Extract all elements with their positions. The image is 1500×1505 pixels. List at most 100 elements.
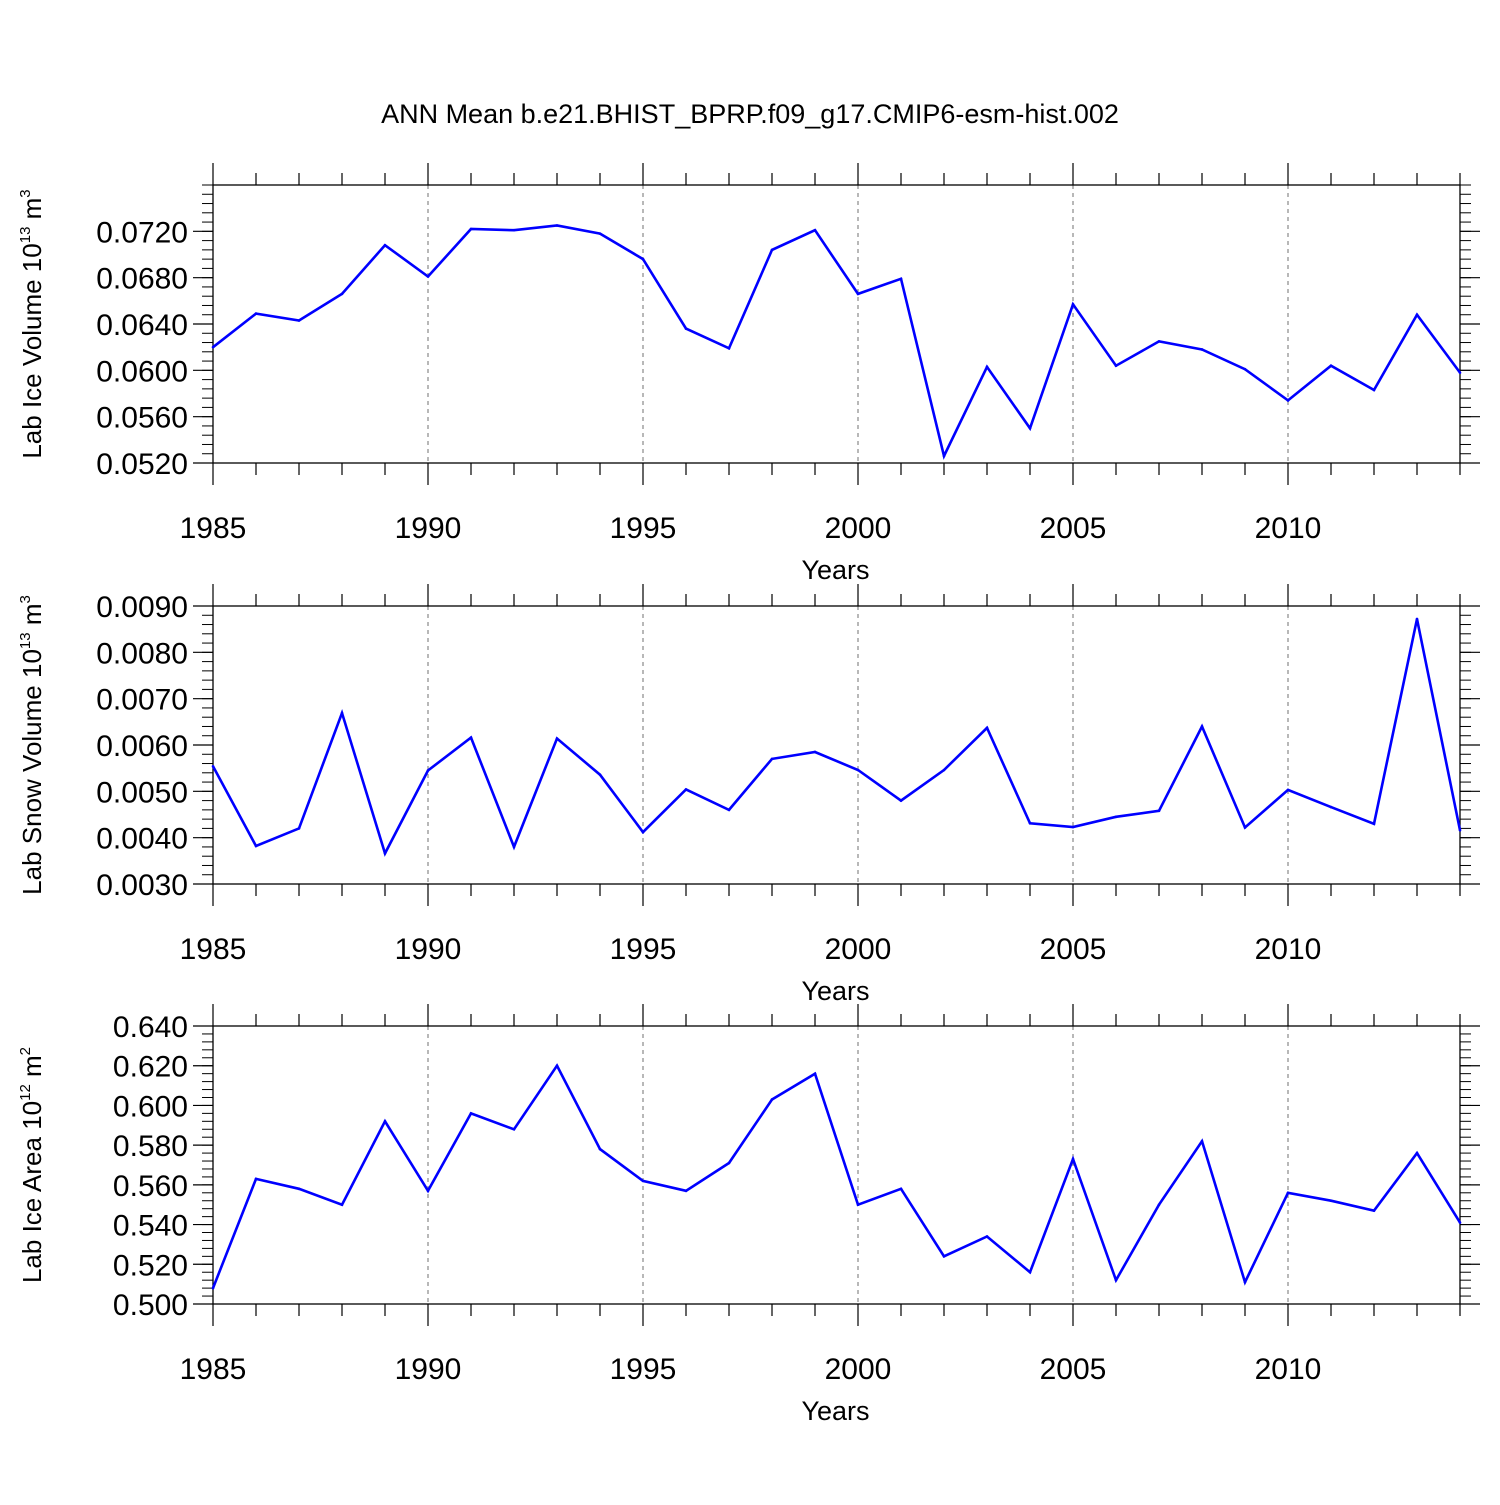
data-point (555, 737, 559, 740)
series-line (211, 1063, 1462, 1289)
data-point (1200, 1139, 1204, 1143)
data-point (856, 1203, 860, 1207)
data-point (813, 228, 817, 232)
data-point (1200, 725, 1204, 728)
data-point (1329, 1199, 1333, 1203)
data-point (383, 852, 387, 855)
data-point (297, 319, 301, 322)
data-point (426, 275, 430, 278)
data-point (383, 243, 387, 247)
data-point (598, 232, 602, 235)
y-tick-label: 0.640 (113, 1011, 188, 1044)
data-point (1071, 303, 1075, 306)
plot-frame (212, 1025, 1461, 1305)
data-point (1372, 1209, 1376, 1212)
data-point (512, 845, 516, 849)
x-tick-label: 1990 (395, 1353, 462, 1386)
x-tick-label: 2000 (825, 933, 892, 966)
data-point (684, 327, 688, 330)
data-point (1372, 822, 1376, 826)
y-tick-label: 0.0090 (96, 591, 188, 624)
data-point (1114, 815, 1118, 819)
data-point (1415, 617, 1419, 621)
data-point (211, 1286, 215, 1290)
data-point (1458, 1221, 1462, 1224)
data-point (684, 788, 688, 791)
data-point (856, 768, 860, 772)
data-point (598, 773, 602, 776)
data-point (1329, 364, 1333, 368)
data-point (727, 808, 731, 812)
data-point (641, 830, 645, 834)
y-axis-label: Lab Ice Volume 1013 m3 (17, 189, 47, 458)
data-point (598, 1147, 602, 1151)
y-tick-label: 0.0060 (96, 730, 188, 763)
data-point (813, 750, 817, 754)
y-tick-label: 0.600 (113, 1090, 188, 1123)
data-point (813, 1072, 817, 1075)
data-point (1071, 1157, 1075, 1161)
data-point (770, 757, 774, 761)
x-tick-label: 2005 (1040, 512, 1107, 545)
x-tick-label: 1985 (180, 933, 247, 966)
x-tick-label: 2000 (825, 1353, 892, 1386)
data-point (1028, 426, 1032, 430)
y-tick-label: 0.560 (113, 1170, 188, 1203)
data-point (1415, 313, 1419, 317)
x-tick-label: 1995 (610, 933, 677, 966)
y-tick-label: 0.520 (113, 1249, 188, 1282)
data-point (340, 1203, 344, 1207)
data-point (1157, 809, 1161, 813)
data-point (985, 726, 989, 730)
data-point (340, 711, 344, 715)
data-point (942, 768, 946, 772)
plot-frame (212, 184, 1461, 464)
data-point (555, 224, 559, 227)
y-tick-label: 0.0560 (96, 402, 188, 435)
data-point (1114, 1278, 1118, 1282)
data-point (770, 1098, 774, 1101)
data-point (340, 292, 344, 296)
x-tick-label: 1995 (610, 512, 677, 545)
y-tick-label: 0.0520 (96, 448, 188, 481)
x-tick-label: 2005 (1040, 933, 1107, 966)
data-point (985, 1235, 989, 1238)
data-point (555, 1064, 559, 1068)
data-point (1028, 1270, 1032, 1274)
data-point (1372, 388, 1376, 392)
data-point (254, 844, 258, 848)
data-point (856, 292, 860, 296)
chart-panel-1: 0.0520 0.0560 0.0600 0.0640 0.0680 0.0720 1985… (17, 163, 1480, 585)
data-point (383, 1120, 387, 1123)
y-axis-label: Lab Ice Area 1012 m2 (17, 1047, 47, 1283)
y-tick-label: 0.540 (113, 1210, 188, 1243)
data-point (1114, 364, 1118, 368)
y-tick-label: 0.0040 (96, 823, 188, 856)
y-tick-label: 0.0600 (96, 355, 188, 388)
x-tick-label: 1985 (180, 512, 247, 545)
data-point (1286, 1191, 1290, 1195)
data-point (1243, 367, 1247, 371)
data-point (1071, 825, 1075, 829)
y-tick-label: 0.0720 (96, 216, 188, 249)
data-point (426, 1189, 430, 1193)
data-point (1028, 822, 1032, 825)
data-point (641, 257, 645, 261)
x-tick-label: 2010 (1255, 1353, 1322, 1386)
data-point (1415, 1151, 1419, 1155)
chart-panel-3: 0.500 0.520 0.540 0.560 0.580 0.600 0.620 0.640… (17, 1004, 1480, 1426)
data-point (1243, 1280, 1247, 1284)
data-point (1458, 828, 1462, 832)
x-tick-label: 2000 (825, 512, 892, 545)
y-tick-label: 0.620 (113, 1051, 188, 1084)
data-point (1286, 399, 1290, 402)
data-point (899, 799, 903, 802)
x-tick-label: 1995 (610, 1353, 677, 1386)
data-point (211, 345, 215, 349)
data-point (211, 765, 215, 768)
y-tick-label: 0.580 (113, 1130, 188, 1163)
data-point (297, 1187, 301, 1191)
data-point (1157, 1203, 1161, 1207)
y-tick-label: 0.500 (113, 1289, 188, 1322)
